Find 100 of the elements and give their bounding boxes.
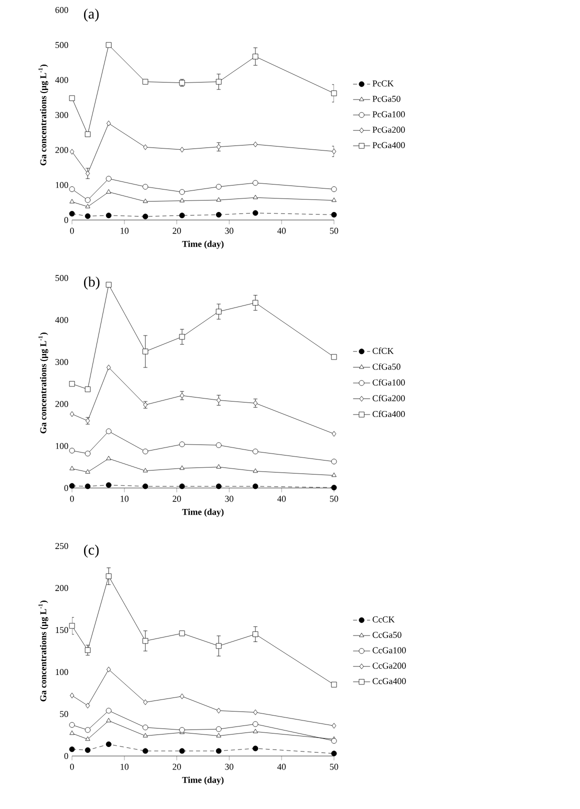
point: [106, 212, 112, 218]
x-tick-label: 40: [277, 496, 286, 502]
point: [179, 484, 185, 490]
y-tick-label: 500: [56, 42, 68, 48]
point: [70, 692, 74, 698]
legend-label: CcGa200: [372, 662, 406, 669]
legend-label: CcGa100: [372, 647, 406, 654]
point: [106, 428, 112, 434]
point: [84, 727, 91, 733]
y-tick-label: 500: [56, 274, 68, 282]
point: [106, 666, 111, 672]
point: [216, 212, 222, 218]
x-tick-label: 50: [330, 496, 338, 502]
legend-label: CcGa400: [372, 678, 406, 684]
legend-label: CfGa200: [372, 394, 405, 402]
x-axis-title: Time (day): [182, 508, 224, 517]
point: [252, 484, 258, 490]
point: [106, 120, 111, 126]
point: [252, 210, 258, 216]
y-tick-label: 150: [56, 626, 68, 634]
y-tick-label: 200: [55, 584, 68, 592]
y-axis-title: Ga concentrations (µg L$^{-1}$): [38, 332, 48, 434]
point: [85, 736, 90, 741]
point: [69, 95, 75, 101]
point: [85, 469, 90, 474]
point: [216, 726, 222, 732]
point: [216, 78, 222, 85]
point: [106, 708, 112, 714]
point: [69, 746, 75, 752]
point: [142, 638, 148, 644]
point: [331, 484, 337, 490]
point: [106, 718, 112, 722]
point: [142, 198, 148, 203]
point: [332, 198, 336, 202]
x-tick-label: 20: [172, 764, 181, 770]
chart-title: (a): [84, 8, 99, 22]
legend-label: PcGa400: [372, 142, 405, 148]
point: [84, 484, 91, 490]
point: [106, 456, 112, 460]
point: [106, 573, 112, 580]
point: [142, 733, 148, 738]
y-tick-label: 300: [55, 112, 68, 118]
legend-label: PcGa200: [372, 126, 405, 133]
point: [179, 334, 185, 340]
legend-label: CfGa50: [372, 363, 400, 370]
legend-label: CfGa400: [372, 410, 405, 418]
y-tick-label: 200: [55, 146, 68, 154]
chart-title: (c): [84, 544, 99, 558]
point: [86, 702, 90, 708]
point: [332, 148, 336, 154]
point: [85, 204, 90, 208]
point: [252, 180, 258, 186]
point: [252, 194, 258, 200]
point: [142, 748, 148, 754]
x-tick-label: 10: [120, 228, 129, 234]
point: [253, 400, 258, 406]
point: [106, 482, 112, 488]
point: [216, 464, 222, 468]
point: [216, 484, 222, 490]
point: [106, 364, 111, 370]
point: [252, 728, 258, 734]
y-tick-label: 0: [64, 216, 68, 224]
x-tick-label: 40: [277, 228, 286, 234]
point: [70, 466, 74, 470]
y-tick-label: 50: [60, 710, 68, 718]
point: [179, 748, 185, 754]
point: [106, 741, 112, 748]
point: [142, 214, 148, 220]
y-tick-label: 200: [55, 400, 68, 408]
point: [69, 448, 75, 454]
point: [106, 189, 112, 194]
point: [70, 411, 74, 417]
point: [84, 747, 91, 753]
legend-label: PcCK: [372, 80, 394, 86]
chart-title: (b): [84, 276, 100, 290]
point: [216, 184, 222, 190]
point: [252, 721, 258, 727]
y-tick-label: 100: [56, 442, 68, 450]
point: [332, 722, 336, 729]
x-tick-label: 50: [330, 764, 338, 770]
legend-label: CfCK: [372, 348, 394, 354]
point: [106, 176, 112, 182]
point: [179, 630, 185, 636]
y-tick-label: 0: [64, 484, 68, 492]
point: [332, 431, 336, 437]
point: [216, 308, 222, 314]
point: [84, 197, 91, 203]
point: [331, 90, 337, 96]
point: [216, 144, 221, 150]
point: [331, 750, 337, 756]
point: [142, 78, 148, 85]
y-tick-label: 400: [55, 76, 68, 84]
point: [69, 623, 75, 629]
x-tick-label: 20: [172, 228, 181, 234]
point: [331, 458, 337, 464]
legend-label: CcCK: [372, 616, 395, 622]
y-axis-title: Ga concentrations (µg L$^{-1}$): [38, 600, 48, 702]
point: [331, 354, 337, 360]
point: [69, 483, 75, 489]
point: [216, 708, 221, 714]
